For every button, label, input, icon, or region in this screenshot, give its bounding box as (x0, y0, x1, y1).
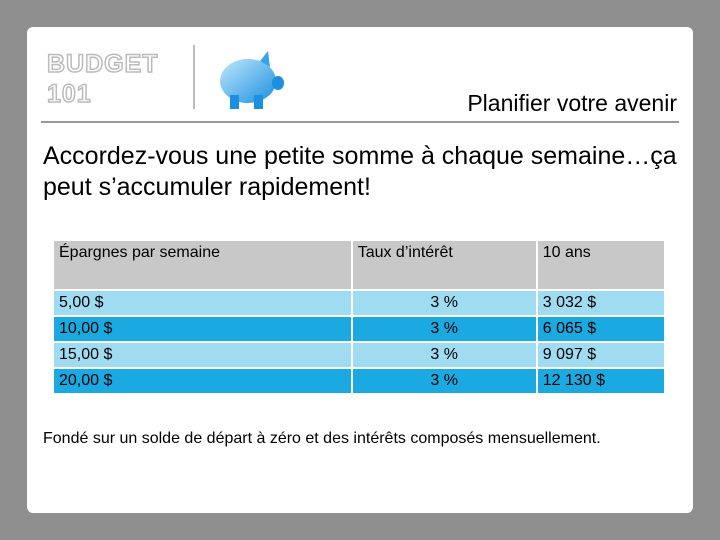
cell: 3 % (350, 367, 538, 395)
logo: BUDGET 101 (46, 49, 159, 109)
cell: 20,00 $ (52, 367, 353, 395)
row: 10,00 $3 % 6 065 $ (52, 315, 667, 343)
column-header: 10 ans (535, 239, 667, 291)
cell: 3 032 $ (535, 289, 667, 317)
row: 20,00 $3 % 12 130 $ (52, 367, 667, 395)
cell: 12 130 $ (535, 367, 667, 395)
cell: 3 % (350, 341, 538, 369)
cell: 5,00 $ (52, 289, 353, 317)
header-row: Épargnes par semaine Taux d’intérêt 10 ans (52, 239, 667, 291)
logo-line: 101 (46, 79, 92, 109)
footnote: Fondé sur un solde de départ à zéro et d… (43, 430, 601, 447)
table: Épargnes par semaine Taux d’intérêt 10 ans… (52, 239, 667, 395)
card: BUDGET 101 Planifier votre avenir Accorde… (27, 27, 693, 513)
cell: 6 065 $ (535, 315, 667, 343)
column-header: Taux d’intérêt (350, 239, 538, 291)
logo-line: BUDGET (46, 49, 159, 79)
cell: 9 097 $ (535, 341, 667, 369)
row: 15,00 $3 % 9 097 $ (52, 341, 667, 369)
cell: 15,00 $ (52, 341, 353, 369)
page-title: Planifier votre avenir (467, 90, 677, 116)
row: 5,00 $3 % 3 032 $ (52, 289, 667, 317)
column-header: Épargnes par semaine (52, 239, 353, 291)
cell: 10,00 $ (52, 315, 353, 343)
divider (193, 45, 195, 109)
rule (41, 121, 679, 123)
headline: Accordez-vous une petite somme à chaque … (43, 142, 677, 201)
cell: 3 % (350, 289, 538, 317)
cell: 3 % (350, 315, 538, 343)
piggy-icon (220, 51, 284, 109)
